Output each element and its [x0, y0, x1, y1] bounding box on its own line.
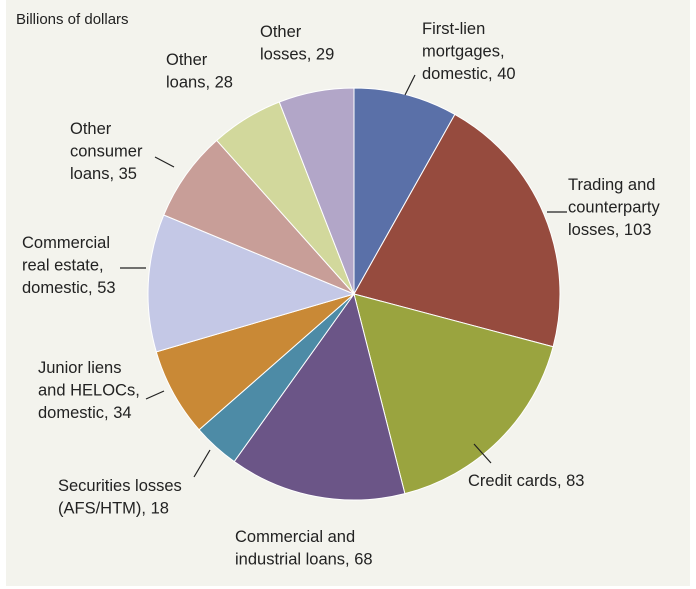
slice-label-line: Securities losses [58, 477, 182, 495]
unit-label: Billions of dollars [16, 11, 129, 28]
slice-label-line: Credit cards, 83 [468, 472, 584, 490]
slice-label-line: losses, 103 [568, 221, 651, 239]
slice-label-line: Commercial and [235, 528, 355, 546]
pie-slice [278, 87, 355, 295]
pie-slice [233, 292, 406, 501]
slice-label: Commercial real estate, domestic, 53 [22, 234, 116, 297]
slice-label: Other consumer loans, 35 [70, 120, 143, 183]
slice-label-line: counterparty [568, 199, 660, 217]
slice-label-line: domestic, 34 [38, 404, 132, 422]
leader-line [193, 449, 211, 478]
slice-label: First-lien mortgages, domestic, 40 [422, 20, 516, 83]
leader-line [473, 443, 492, 464]
slice-label-line: (AFS/HTM), 18 [58, 500, 169, 518]
slice-label-line: industrial loans, 68 [235, 551, 373, 569]
slice-label-line: domestic, 53 [22, 279, 116, 297]
slice-label-line: and HELOCs, [38, 382, 140, 400]
pie-chart: Billions of dollars First-lien mortgages,… [16, 11, 660, 569]
leader-line [154, 156, 175, 168]
slice-labels: First-lien mortgages, domestic, 40 Trading … [22, 20, 660, 569]
slices [147, 87, 561, 501]
pie-slice [353, 113, 561, 348]
slice-label-line: loans, 28 [166, 74, 233, 92]
slice-label: Trading and counterparty losses, 103 [568, 176, 660, 239]
slice-label: Other loans, 28 [166, 51, 233, 92]
slice-label: Credit cards, 83 [468, 472, 584, 490]
slice-label-line: Other [166, 51, 208, 69]
slice-label-line: mortgages, [422, 43, 505, 61]
slice-label-line: Other [70, 120, 112, 138]
slice-label-line: Trading and [568, 176, 655, 194]
slice-label-line: losses, 29 [260, 46, 334, 64]
slice-label: Other losses, 29 [260, 23, 334, 64]
slice-label-line: real estate, [22, 257, 104, 275]
pie-slice [353, 87, 456, 296]
leader-lines [120, 74, 567, 478]
slice-label-line: domestic, 40 [422, 65, 516, 83]
pie-slice [147, 214, 356, 353]
leader-line [145, 390, 165, 400]
leader-line [404, 74, 416, 96]
slice-label-line: Other [260, 23, 302, 41]
chart-panel: Billions of dollars First-lien mortgages,… [6, 0, 690, 586]
slice-label-line: consumer [70, 143, 143, 161]
slice-label: Securities losses (AFS/HTM), 18 [58, 477, 182, 518]
slice-label: Commercial and industrial loans, 68 [235, 528, 373, 569]
pie-slice [353, 293, 554, 495]
slice-label-line: First-lien [422, 20, 485, 38]
slice-label-line: Junior liens [38, 359, 121, 377]
slice-label: Junior liens and HELOCs, domestic, 34 [38, 359, 140, 422]
slice-label-line: loans, 35 [70, 165, 137, 183]
slice-label-line: Commercial [22, 234, 110, 252]
